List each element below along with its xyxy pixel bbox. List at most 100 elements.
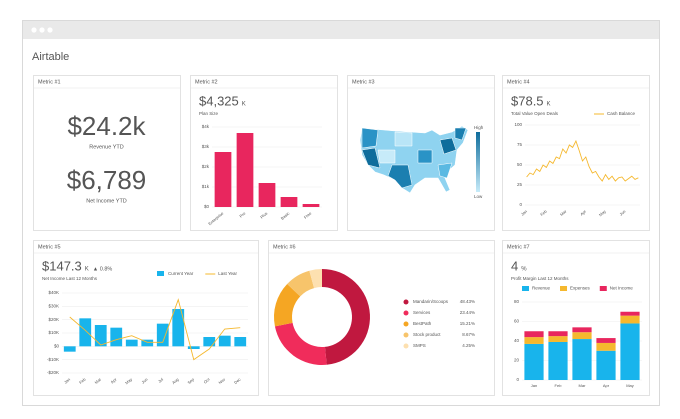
bar [234, 337, 247, 347]
legend-swatch [522, 286, 529, 291]
y-tick-label: $4k [202, 124, 210, 129]
y-tick-label: 80 [514, 299, 520, 304]
y-tick-label: $20K [48, 317, 59, 322]
line-series [526, 139, 639, 182]
legend-dot [403, 310, 409, 316]
x-tick-label: Apr [603, 383, 610, 388]
legend-label: Stock product [413, 332, 441, 337]
map-region [361, 147, 381, 169]
card-title: Metric #3 [352, 79, 375, 85]
bar-segment [620, 311, 640, 316]
headline: $147.3 [42, 258, 82, 273]
kpi-value: $24.2k [67, 111, 146, 141]
window-dot [31, 27, 37, 33]
x-tick-label: Jun [618, 209, 626, 217]
bar-segment [620, 315, 640, 324]
subtitle: Profit Margin Last 12 Months [511, 276, 569, 281]
x-tick-label: Mar [579, 383, 587, 388]
bar [218, 335, 231, 347]
card-title: Metric #6 [273, 244, 296, 250]
x-tick-label: Mar [559, 208, 568, 217]
headline-unit: % [521, 267, 527, 273]
bar [258, 183, 276, 207]
bar-segment [596, 342, 616, 351]
change: ▲ 0.8% [93, 266, 113, 272]
bar [63, 346, 76, 352]
bar-segment [572, 339, 592, 380]
map-legend-low: Low [474, 194, 483, 199]
x-tick-label: Pro [238, 210, 247, 218]
x-tick-label: Nov [217, 377, 226, 385]
x-tick-label: Jan [520, 209, 528, 217]
y-tick-label: 75 [517, 142, 523, 147]
card [33, 75, 181, 231]
bar [280, 197, 298, 207]
y-tick-label: $40K [48, 290, 59, 295]
legend-swatch [157, 271, 164, 276]
legend-value: 15.21% [460, 321, 475, 326]
y-tick-label: 40 [514, 338, 520, 343]
cards: Metric #1 $24.2k Revenue YTD $6,789 Net Inco… [33, 75, 650, 396]
legend-label: Revenue [532, 286, 551, 291]
legend-value: 8.67% [462, 332, 475, 337]
x-tick-label: Dec [233, 377, 242, 385]
card-title: Metric #2 [195, 79, 218, 85]
y-tick-label: 100 [514, 122, 522, 127]
map-legend-high: High [474, 125, 484, 130]
legend-swatch [560, 286, 568, 291]
legend-dot [403, 332, 409, 338]
bar-segment [524, 337, 544, 344]
bar [214, 152, 232, 207]
map-region [454, 127, 467, 141]
x-tick-label: Free [303, 210, 313, 220]
bar [187, 346, 200, 349]
bar [94, 325, 107, 347]
card [502, 75, 650, 231]
y-tick-label: 60 [514, 319, 520, 324]
legend-label: Net Income [610, 286, 634, 291]
y-tick-label: 50 [517, 162, 523, 167]
bar [236, 133, 254, 207]
bar-segment [596, 350, 616, 380]
bar [156, 323, 169, 347]
x-tick-label: Feb [555, 383, 563, 388]
y-tick-label: $0 [204, 204, 210, 209]
bar [302, 204, 320, 207]
bar-segment [620, 323, 640, 380]
x-tick-label: Feb [78, 376, 87, 385]
legend-label: Expenses [570, 286, 591, 291]
x-tick-label: Jan [63, 377, 71, 385]
donut-slice [322, 269, 370, 365]
x-tick-label: Mar [94, 376, 103, 385]
headline-unit: K [547, 102, 551, 108]
bar-segment [548, 331, 568, 337]
legend-label: Last Year [218, 271, 237, 276]
x-tick-label: Feb [539, 208, 548, 217]
bar-segment [524, 331, 544, 338]
kpi-value: $6,789 [67, 165, 147, 195]
map-region [439, 137, 457, 155]
donut-slice [309, 269, 322, 289]
subtitle: Plan Size [199, 111, 219, 116]
x-tick-label: Sep [186, 376, 195, 385]
legend-dot [403, 321, 409, 327]
x-tick-label: Apr [110, 376, 118, 384]
kpi-label: Revenue YTD [89, 144, 123, 150]
card-title: Metric #5 [38, 244, 61, 250]
x-tick-label: Aug [171, 377, 180, 385]
headline: $4,325 [199, 93, 239, 108]
kpi-label: Net Income YTD [86, 198, 127, 204]
x-tick-label: Plus [259, 211, 268, 220]
y-tick-label: $2k [202, 164, 210, 169]
bar [110, 327, 123, 347]
y-tick-label: $30K [48, 304, 59, 309]
donut-slice [274, 322, 327, 365]
legend-label: SMPS [413, 343, 426, 348]
x-tick-label: Jun [140, 377, 148, 385]
headline: 4 [511, 258, 518, 273]
card-title: Metric #4 [507, 79, 530, 85]
map-region [417, 149, 433, 164]
bar [125, 339, 138, 347]
x-tick-label: May [124, 377, 133, 386]
